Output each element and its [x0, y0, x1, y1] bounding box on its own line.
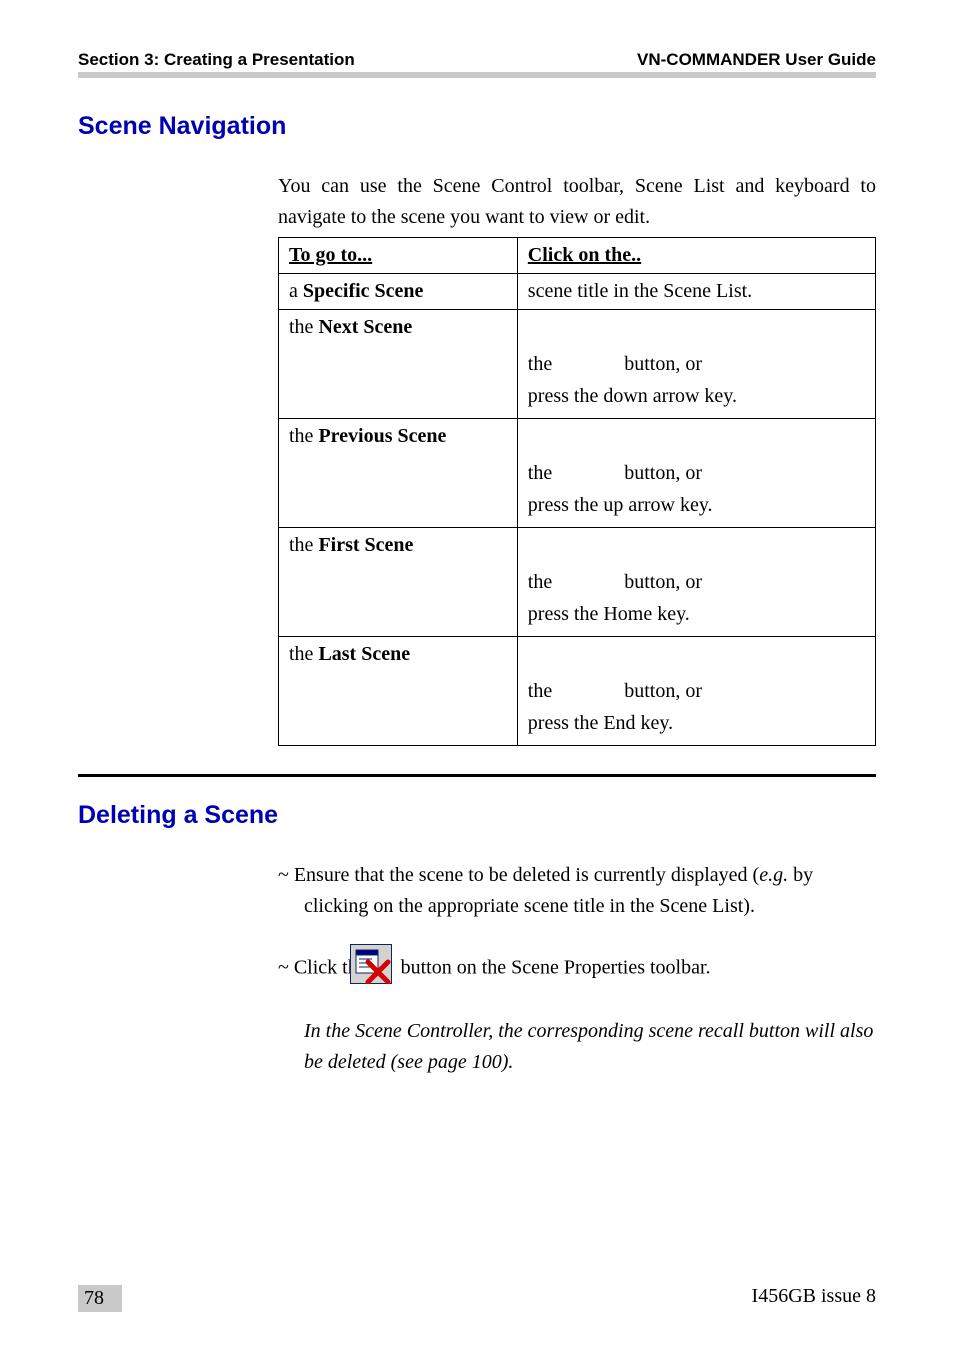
heading-deleting-scene: Deleting a Scene: [78, 801, 876, 830]
table-row: the Next Scene the button, orpress the d…: [279, 310, 876, 419]
header-left: Section 3: Creating a Presentation: [78, 50, 355, 70]
step-2: ~ Click the button on the Scene Properti…: [278, 944, 876, 994]
doc-id: I456GB issue 8: [752, 1285, 876, 1312]
header-right: VN-COMMANDER User Guide: [637, 50, 876, 70]
th-left: To go to...: [289, 244, 372, 266]
navigation-table: To go to... Click on the.. a Specific Sc…: [278, 237, 876, 746]
header-underline: [78, 72, 876, 78]
page-number: 78: [78, 1285, 122, 1312]
table-row: the Previous Scene the button, orpress t…: [279, 419, 876, 528]
delete-scene-icon: [376, 944, 392, 994]
heading-scene-navigation: Scene Navigation: [78, 112, 876, 141]
intro-paragraph: You can use the Scene Control toolbar, S…: [278, 171, 876, 233]
step-1: ~ Ensure that the scene to be deleted is…: [278, 860, 876, 922]
note-italic: In the Scene Controller, the correspondi…: [304, 1016, 876, 1078]
table-row: a Specific Scene scene title in the Scen…: [279, 274, 876, 310]
table-row: the Last Scene the button, orpress the E…: [279, 637, 876, 746]
section-divider: [78, 774, 876, 777]
table-row: the First Scene the button, orpress the …: [279, 528, 876, 637]
th-right: Click on the..: [528, 244, 641, 266]
